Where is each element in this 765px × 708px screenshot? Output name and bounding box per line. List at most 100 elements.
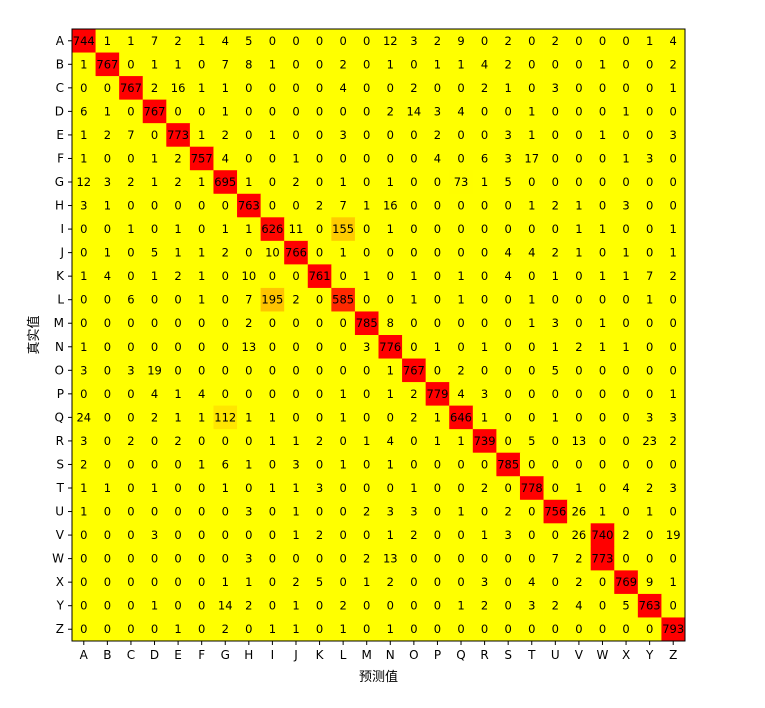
cell-value-E-U: 0 xyxy=(552,128,559,142)
cell-value-P-R: 3 xyxy=(481,387,488,401)
heatmap-cell-H-P xyxy=(425,193,450,218)
cell-value-B-H: 8 xyxy=(245,57,252,71)
heatmap-cell-O-B xyxy=(95,358,120,383)
cell-value-B-B: 767 xyxy=(96,57,118,71)
heatmap-cell-E-W xyxy=(590,123,615,148)
heatmap-cell-J-U xyxy=(543,240,568,265)
cell-value-O-G: 0 xyxy=(222,363,229,377)
cell-value-P-W: 0 xyxy=(599,387,606,401)
heatmap-cell-U-A xyxy=(72,499,96,524)
cell-value-J-M: 0 xyxy=(363,246,370,260)
cell-value-L-B: 0 xyxy=(104,293,111,307)
cell-value-R-W: 0 xyxy=(599,434,606,448)
x-tick-label-R: R xyxy=(480,648,488,662)
cell-value-K-Z: 2 xyxy=(670,269,677,283)
heatmap-cell-L-T xyxy=(519,287,544,312)
cell-value-S-F: 1 xyxy=(198,457,205,471)
heatmap-cell-H-J xyxy=(284,193,309,218)
cell-value-H-U: 2 xyxy=(552,199,559,213)
heatmap-cell-P-I xyxy=(260,382,285,407)
heatmap-cell-I-I xyxy=(260,217,285,242)
heatmap-cell-Q-P xyxy=(425,405,450,430)
heatmap-cell-A-X xyxy=(614,29,639,53)
heatmap-cell-D-K xyxy=(307,99,332,124)
heatmap-cell-E-G xyxy=(213,123,238,148)
heatmap-cell-H-I xyxy=(260,193,285,218)
heatmap-cell-A-Y xyxy=(637,29,662,53)
cell-value-L-U: 0 xyxy=(552,293,559,307)
heatmap-cell-Z-A xyxy=(72,617,96,642)
heatmap-cell-U-C xyxy=(119,499,144,524)
heatmap-cell-K-A xyxy=(72,264,96,289)
cell-value-M-O: 0 xyxy=(410,316,417,330)
heatmap-cell-M-Q xyxy=(449,311,474,336)
cell-value-H-A: 3 xyxy=(80,199,87,213)
cell-value-Q-Z: 3 xyxy=(670,410,677,424)
cell-value-O-M: 0 xyxy=(363,363,370,377)
cell-value-labels: 744 1 1 7 2 1 4 5 0 0 0 0 0 12 3 2 9 0 2 0 2 0 0 0 1 41 767 0 1 1 0 7 8 1… xyxy=(73,34,684,636)
cell-value-X-U: 0 xyxy=(552,575,559,589)
cell-value-R-Y: 23 xyxy=(642,434,657,448)
heatmap-cell-G-I xyxy=(260,170,285,195)
heatmap-cell-K-N xyxy=(378,264,403,289)
cell-value-X-F: 0 xyxy=(198,575,205,589)
heatmap-cell-W-N xyxy=(378,546,403,571)
cell-value-S-L: 1 xyxy=(339,457,346,471)
cell-value-F-B: 0 xyxy=(104,151,111,165)
cell-value-P-E: 1 xyxy=(174,387,181,401)
cell-value-L-T: 1 xyxy=(528,293,535,307)
y-tick-label-P: P xyxy=(57,387,64,401)
heatmap-cell-W-J xyxy=(284,546,309,571)
heatmap-cell-O-M xyxy=(354,358,379,383)
cell-value-C-A: 0 xyxy=(80,81,87,95)
cell-value-M-W: 1 xyxy=(599,316,606,330)
heatmap-cell-Z-Y xyxy=(637,617,662,642)
y-tick-label-U: U xyxy=(55,505,64,519)
cell-value-D-L: 0 xyxy=(339,104,346,118)
cell-value-H-L: 7 xyxy=(339,199,346,213)
cell-value-K-T: 0 xyxy=(528,269,535,283)
cell-value-B-I: 1 xyxy=(269,57,276,71)
cell-value-B-X: 0 xyxy=(622,57,629,71)
heatmap-cell-F-G xyxy=(213,146,238,171)
cell-value-A-S: 2 xyxy=(505,34,512,48)
heatmap-cell-X-G xyxy=(213,570,238,595)
heatmap-cell-B-R xyxy=(472,52,497,77)
heatmap-cell-O-D xyxy=(142,358,167,383)
cell-value-A-U: 2 xyxy=(552,34,559,48)
heatmap-cell-J-H xyxy=(237,240,262,265)
cell-value-P-D: 4 xyxy=(151,387,158,401)
heatmap-cell-N-R xyxy=(472,335,497,359)
heatmap-cell-W-O xyxy=(402,546,427,571)
heatmap-cell-M-R xyxy=(472,311,497,336)
heatmap-cell-E-V xyxy=(567,123,592,148)
cell-value-R-S: 0 xyxy=(505,434,512,448)
cell-value-X-K: 5 xyxy=(316,575,323,589)
cell-value-T-C: 0 xyxy=(127,481,134,495)
heatmap-cell-O-V xyxy=(567,358,592,383)
cell-value-M-E: 0 xyxy=(174,316,181,330)
cell-value-E-G: 2 xyxy=(222,128,229,142)
cell-value-R-G: 0 xyxy=(222,434,229,448)
cell-value-L-I: 195 xyxy=(261,293,283,307)
cell-value-E-L: 3 xyxy=(339,128,346,142)
heatmap-cell-I-E xyxy=(166,217,191,242)
heatmap-cell-J-V xyxy=(567,240,592,265)
cell-value-E-E: 773 xyxy=(167,128,189,142)
cell-value-I-C: 1 xyxy=(127,222,134,236)
cell-value-E-O: 0 xyxy=(410,128,417,142)
cell-value-T-F: 0 xyxy=(198,481,205,495)
cell-value-W-Y: 0 xyxy=(646,552,653,566)
heatmap-cell-J-X xyxy=(614,240,639,265)
heatmap-cell-U-O xyxy=(402,499,427,524)
cell-value-Q-N: 0 xyxy=(387,410,394,424)
heatmap-cell-K-Y xyxy=(637,264,662,289)
heatmap-cell-D-J xyxy=(284,99,309,124)
cell-value-T-W: 0 xyxy=(599,481,606,495)
heatmap-cell-M-F xyxy=(189,311,214,336)
cell-value-N-Z: 0 xyxy=(670,340,677,354)
cell-value-H-S: 0 xyxy=(505,199,512,213)
heatmap-cell-S-Q xyxy=(449,452,474,477)
heatmap-cell-M-P xyxy=(425,311,450,336)
heatmap-cell-G-H xyxy=(237,170,262,195)
